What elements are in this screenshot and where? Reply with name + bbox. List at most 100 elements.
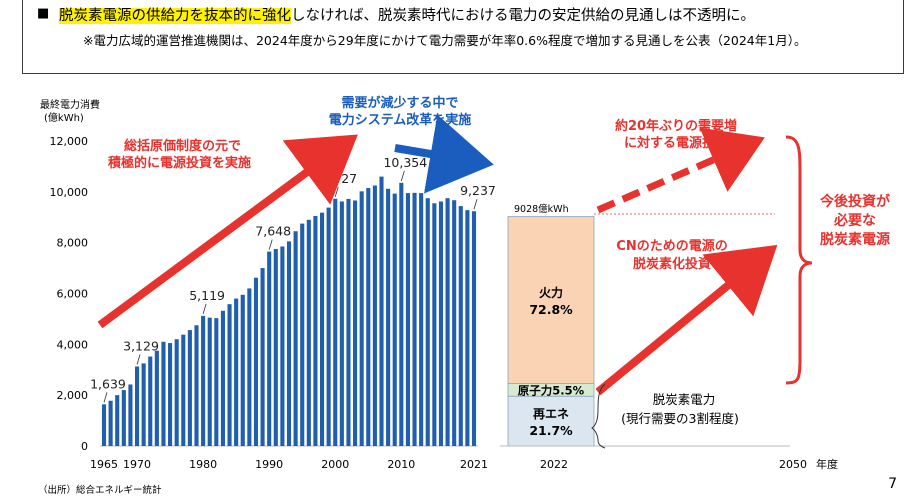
bar bbox=[313, 215, 318, 446]
data-label-leader bbox=[202, 303, 207, 315]
y-tick-label: 6,000 bbox=[57, 288, 89, 301]
bar bbox=[220, 310, 225, 446]
bar bbox=[432, 203, 437, 446]
mix-2022-stack: 再エネ 21.7% 原子力5.5% 火力 72.8% bbox=[507, 216, 595, 447]
bracket-label-line2: (現行需要の3割程度) bbox=[621, 411, 739, 426]
mix-segment-label: 原子力5.5% bbox=[518, 383, 585, 397]
bar bbox=[425, 198, 430, 446]
bar bbox=[108, 400, 113, 446]
bar bbox=[247, 288, 252, 446]
y-tick-label: 12,000 bbox=[50, 135, 89, 148]
headline-rest: しなければ、脱炭素時代における電力の安定供給の見通しは不透明に。 bbox=[291, 8, 755, 24]
bar bbox=[326, 207, 331, 446]
bar bbox=[194, 325, 199, 446]
bar bbox=[458, 206, 463, 446]
bar bbox=[405, 193, 410, 446]
bar bbox=[319, 212, 325, 446]
headline-highlight: 脱炭素電源の供給力を抜本的に強化 bbox=[59, 8, 291, 24]
bar bbox=[339, 201, 344, 446]
y-tick-label: 2,000 bbox=[57, 389, 89, 402]
bar bbox=[412, 192, 417, 446]
total-2022-label: 9028億kWh bbox=[514, 203, 569, 215]
bar bbox=[253, 277, 259, 446]
bar bbox=[353, 200, 358, 446]
demand-increase-arrow bbox=[596, 127, 765, 214]
growth-arrow-left bbox=[97, 134, 358, 329]
bar bbox=[359, 191, 364, 446]
bar bbox=[168, 343, 173, 446]
x-tick-label: 2021 bbox=[460, 458, 488, 471]
decarb-bracket bbox=[591, 383, 606, 449]
annotation-2-line2: 電力システム改革を実施 bbox=[329, 112, 472, 128]
bar bbox=[293, 231, 298, 446]
bar bbox=[273, 249, 278, 446]
y-axis-title-line1: 最終電力消費 bbox=[40, 98, 100, 111]
mix-segment-name: 火力 bbox=[539, 285, 563, 300]
bar bbox=[399, 182, 404, 446]
bar bbox=[174, 339, 179, 446]
bar bbox=[306, 219, 311, 446]
mix-segment-name: 再エネ bbox=[533, 407, 569, 421]
decarbonization-arrow bbox=[595, 244, 778, 396]
y-tick-label: 10,000 bbox=[50, 186, 89, 199]
right-axis-2022: 2022 bbox=[540, 458, 568, 471]
bar bbox=[260, 268, 265, 446]
x-tick-label: 1990 bbox=[255, 458, 283, 471]
annotation-1-line2: 積極的に電源投資を実施 bbox=[107, 155, 251, 171]
page-number: 7 bbox=[888, 476, 897, 492]
bullet-square-icon: ■ bbox=[37, 6, 50, 21]
y-tick-label: 0 bbox=[81, 440, 88, 453]
bracket-label-line1: 脱炭素電力 bbox=[653, 392, 716, 407]
bar bbox=[240, 294, 245, 446]
bar bbox=[379, 176, 384, 446]
x-tick-label: 1980 bbox=[189, 458, 217, 471]
data-label-leader bbox=[103, 392, 108, 403]
bar bbox=[333, 198, 338, 446]
y-axis-title-line2: (億kWh) bbox=[44, 111, 84, 124]
bar bbox=[280, 246, 285, 446]
bar bbox=[366, 188, 371, 446]
bar bbox=[181, 334, 186, 446]
bar bbox=[227, 304, 232, 446]
bar bbox=[419, 193, 424, 446]
annotation-4-line2: 脱炭素化投資 bbox=[633, 256, 711, 272]
y-tick-label: 4,000 bbox=[57, 338, 89, 351]
x-tick-label: 1965 bbox=[90, 458, 118, 471]
bar bbox=[148, 356, 153, 446]
x-tick-label: 2000 bbox=[321, 458, 349, 471]
mix-segment bbox=[507, 395, 595, 447]
annotation-5-line1: 今後投資が bbox=[819, 193, 891, 210]
annotation-5-line3: 脱炭素電源 bbox=[820, 231, 890, 248]
annotation-4-line1: CNのための電源の bbox=[616, 238, 727, 254]
data-label: 7,648 bbox=[255, 224, 291, 239]
bar bbox=[134, 366, 140, 446]
bar bbox=[300, 223, 305, 446]
data-label-leader bbox=[136, 354, 141, 365]
data-label-leader bbox=[268, 239, 273, 250]
annotation-2-line1: 需要が減少する中で bbox=[341, 95, 458, 111]
data-label-leader bbox=[473, 199, 478, 210]
investment-brace bbox=[785, 135, 813, 385]
data-label: 3,129 bbox=[123, 338, 159, 353]
annotation-1-line1: 総括原価制度の元で bbox=[124, 138, 241, 154]
annotation-3-line1: 約20年ぶりの需要増 bbox=[615, 118, 737, 134]
bar bbox=[101, 404, 107, 446]
y-axis-ticks: 0 2,000 4,000 6,000 8,000 10,000 12,000 bbox=[50, 135, 89, 453]
data-label: 5,119 bbox=[189, 288, 225, 303]
bar bbox=[187, 330, 192, 446]
bar bbox=[392, 193, 397, 446]
y-tick-label: 8,000 bbox=[57, 237, 89, 250]
bar bbox=[128, 384, 133, 446]
source-note: （出所）総合エネルギー統計 bbox=[38, 485, 162, 496]
bar bbox=[286, 241, 292, 446]
x-tick-label: 2010 bbox=[387, 458, 415, 471]
data-label: 9,237 bbox=[460, 183, 496, 198]
bar bbox=[372, 185, 377, 447]
annotation-3-line2: に対する電源投資 bbox=[624, 135, 728, 151]
bar bbox=[154, 350, 159, 446]
data-label: 9,727 bbox=[321, 171, 357, 186]
reform-arrow bbox=[394, 114, 494, 194]
data-label: 10,354 bbox=[383, 155, 427, 170]
bar bbox=[386, 188, 391, 446]
